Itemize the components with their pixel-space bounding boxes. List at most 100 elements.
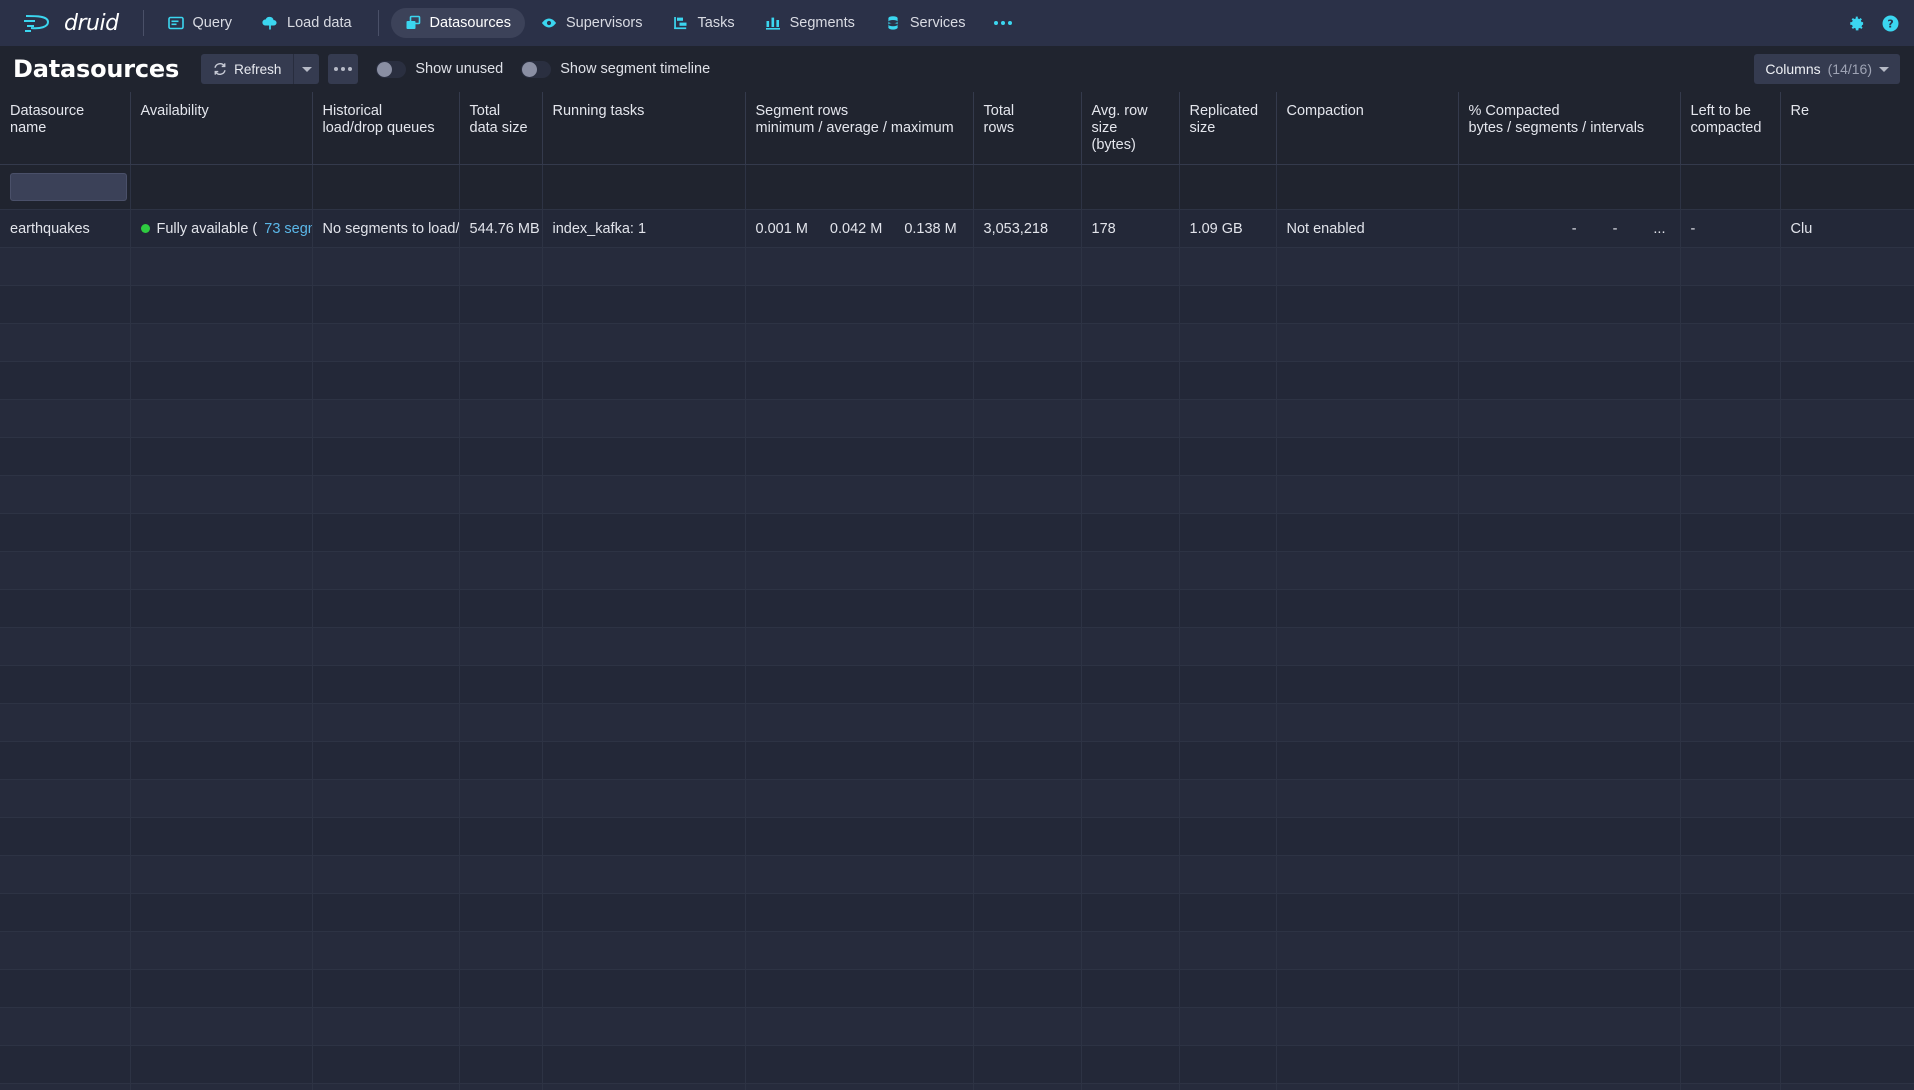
filter-cell-availability[interactable] xyxy=(130,164,313,210)
col-header-total-data-size[interactable]: Total data size xyxy=(459,92,543,165)
cell-empty xyxy=(1081,893,1180,932)
cell-empty xyxy=(130,513,313,552)
cell-empty xyxy=(459,893,543,932)
cell-total-rows[interactable]: 3,053,218 xyxy=(973,209,1082,248)
cell-empty xyxy=(542,589,746,628)
header-line2: size xyxy=(1189,120,1216,136)
col-header-replicated-size[interactable]: Replicated size xyxy=(1179,92,1277,165)
nav-label: Datasources xyxy=(429,15,511,31)
col-header-compaction[interactable]: Compaction xyxy=(1276,92,1459,165)
filter-cell-replicated-size[interactable] xyxy=(1179,164,1277,210)
cell-empty xyxy=(1081,855,1180,894)
filter-cell-avg-row-size[interactable] xyxy=(1081,164,1180,210)
col-header-truncated[interactable]: Re xyxy=(1780,92,1914,165)
cell-availability[interactable]: Fully available (73 segments) xyxy=(130,209,313,248)
show-segment-timeline-toggle[interactable]: Show segment timeline xyxy=(521,60,710,78)
cell-empty xyxy=(1680,1007,1781,1046)
cell-empty xyxy=(1179,513,1277,552)
refresh-button[interactable]: Refresh xyxy=(201,54,294,84)
cell-empty xyxy=(1179,779,1277,818)
cell-empty xyxy=(1780,779,1914,818)
columns-button[interactable]: Columns (14/16) xyxy=(1754,54,1900,84)
cell-empty xyxy=(0,703,131,742)
cell-pct-compacted[interactable]: - - ... xyxy=(1458,209,1681,248)
more-actions-button[interactable] xyxy=(328,54,359,84)
cell-avg-row-size[interactable]: 178 xyxy=(1081,209,1180,248)
show-unused-toggle[interactable]: Show unused xyxy=(376,60,503,78)
gear-icon[interactable] xyxy=(1846,14,1865,33)
col-header-running-tasks[interactable]: Running tasks xyxy=(542,92,746,165)
search-input[interactable] xyxy=(10,173,127,201)
cell-compaction[interactable]: Not enabled xyxy=(1276,209,1459,248)
cell-empty xyxy=(1179,817,1277,856)
cell-datasource-name[interactable]: earthquakes xyxy=(0,209,131,248)
cell-segment-rows[interactable]: 0.001 M 0.042 M 0.138 M xyxy=(745,209,974,248)
datasources-table-container[interactable]: Datasource name Availability Historical … xyxy=(0,92,1914,1090)
cell-replicated-size[interactable]: 1.09 GB xyxy=(1179,209,1277,248)
col-header-avg-row-size[interactable]: Avg. row size (bytes) xyxy=(1081,92,1180,165)
cell-empty xyxy=(1458,475,1681,514)
nav-item-query[interactable]: Query xyxy=(154,8,247,38)
col-header-total-rows[interactable]: Total rows xyxy=(973,92,1082,165)
nav-item-load-data[interactable]: Load data xyxy=(248,8,366,38)
toggle-switch[interactable] xyxy=(521,60,552,78)
cell-empty xyxy=(1680,475,1781,514)
cell-empty xyxy=(0,817,131,856)
filter-cell-compaction[interactable] xyxy=(1276,164,1459,210)
segments-link[interactable]: 73 segments xyxy=(264,220,311,237)
cell-running-tasks[interactable]: index_kafka: 1 xyxy=(542,209,746,248)
cell-empty xyxy=(130,1083,313,1090)
cell-empty xyxy=(1458,551,1681,590)
nav-item-datasources[interactable]: Datasources xyxy=(390,8,525,38)
filter-cell-left-to-be-compacted[interactable] xyxy=(1680,164,1781,210)
toggle-switch[interactable] xyxy=(376,60,407,78)
cell-empty xyxy=(130,247,313,286)
cell-empty xyxy=(130,475,313,514)
filter-cell-running-tasks[interactable] xyxy=(542,164,746,210)
nav-item-supervisors[interactable]: Supervisors xyxy=(527,8,657,38)
cell-historical-queues[interactable]: No segments to load/drop xyxy=(312,209,460,248)
filter-cell-truncated[interactable] xyxy=(1780,164,1914,210)
cell-empty xyxy=(542,893,746,932)
cell-empty xyxy=(1081,665,1180,704)
col-header-segment-rows[interactable]: Segment rows minimum / average / maximum xyxy=(745,92,974,165)
druid-logo[interactable]: druid xyxy=(12,11,133,36)
col-header-availability[interactable]: Availability xyxy=(130,92,313,165)
cell-empty xyxy=(0,589,131,628)
col-header-pct-compacted[interactable]: % Compacted bytes / segments / intervals xyxy=(1458,92,1681,165)
nav-item-segments[interactable]: Segments xyxy=(751,8,869,38)
dot-icon xyxy=(1000,21,1005,25)
segment-rows-avg: 0.042 M xyxy=(829,220,883,237)
nav-divider-2 xyxy=(377,10,379,36)
cell-empty xyxy=(0,969,131,1008)
cell-left-to-be-compacted[interactable]: - xyxy=(1680,209,1781,248)
status-dot-icon xyxy=(140,224,150,233)
header-line1: Historical xyxy=(322,103,383,119)
filter-cell-historical[interactable] xyxy=(312,164,460,210)
header-row: Datasource name Availability Historical … xyxy=(0,92,1914,165)
col-header-historical-load-drop-queues[interactable]: Historical load/drop queues xyxy=(312,92,460,165)
nav-more-button[interactable] xyxy=(982,14,1024,32)
refresh-dropdown-button[interactable] xyxy=(293,54,320,84)
cell-total-data-size[interactable]: 544.76 MB xyxy=(459,209,543,248)
cell-empty xyxy=(1458,665,1681,704)
cell-empty xyxy=(1081,703,1180,742)
table-row-empty xyxy=(0,893,1914,932)
help-icon[interactable]: ? xyxy=(1881,14,1900,33)
nav-item-services[interactable]: Services xyxy=(871,8,980,38)
table-row[interactable]: earthquakes Fully available (73 segments… xyxy=(0,209,1914,248)
cell-empty xyxy=(1680,931,1781,970)
datasources-icon xyxy=(406,15,420,29)
pct-compacted-bytes: - xyxy=(1571,220,1577,237)
nav-item-tasks[interactable]: Tasks xyxy=(659,8,749,38)
cell-empty xyxy=(312,817,460,856)
col-header-left-to-be-compacted[interactable]: Left to be compacted xyxy=(1680,92,1781,165)
col-header-datasource-name[interactable]: Datasource name xyxy=(0,92,131,165)
filter-cell-segment-rows[interactable] xyxy=(745,164,974,210)
filter-cell-pct-compacted[interactable] xyxy=(1458,164,1681,210)
filter-cell-total-rows[interactable] xyxy=(973,164,1082,210)
services-icon xyxy=(888,16,898,30)
load-data-icon xyxy=(262,16,277,30)
filter-cell-total-data-size[interactable] xyxy=(459,164,543,210)
cell-truncated[interactable]: Clu xyxy=(1780,209,1914,248)
